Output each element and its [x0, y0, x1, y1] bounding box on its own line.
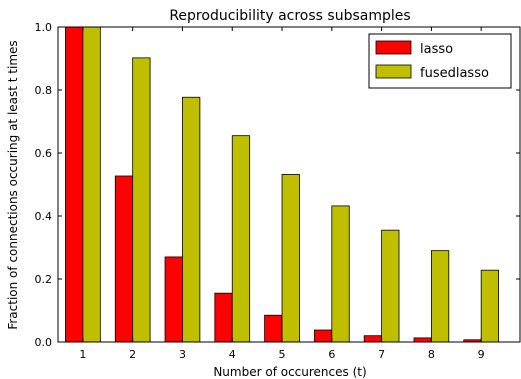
bar-lasso-6 — [313, 329, 333, 343]
bar-lasso-8 — [413, 337, 432, 343]
bar-fusedlasso-1 — [82, 26, 101, 343]
x-tick-label-4: 4 — [229, 348, 236, 361]
bar-fusedlasso-8 — [430, 250, 450, 343]
bar-fusedlasso-5 — [281, 174, 300, 343]
x-tick-label-9: 9 — [478, 348, 485, 361]
bar-fusedlasso-7 — [381, 229, 400, 343]
legend-swatch-lasso — [375, 40, 412, 55]
bar-fusedlasso-3 — [182, 96, 201, 343]
bar-fusedlasso-6 — [331, 205, 350, 343]
y-tick-label-1.0: 1.0 — [35, 21, 53, 34]
y-tick-label-0.6: 0.6 — [35, 147, 53, 160]
legend: lasso fusedlasso — [368, 33, 512, 89]
x-tick-label-7: 7 — [378, 348, 385, 361]
bar-lasso-7 — [363, 335, 383, 343]
bar-lasso-3 — [164, 256, 183, 343]
x-tick-label-2: 2 — [129, 348, 136, 361]
legend-label-fusedlasso: fusedlasso — [420, 66, 489, 81]
bar-lasso-5 — [264, 314, 283, 343]
plot-area: 0.0 0.2 0.4 0.6 0.8 1.0 1 2 3 4 5 6 7 8 9 lasso fusedlas… — [35, 21, 521, 361]
x-tick-label-8: 8 — [428, 348, 435, 361]
legend-swatch-fusedlasso — [375, 64, 412, 79]
bar-fusedlasso-9 — [480, 269, 499, 343]
x-tick-label-6: 6 — [328, 348, 335, 361]
x-axis-label: Number of occurences (t) — [213, 365, 366, 379]
y-tick-label-0.4: 0.4 — [35, 210, 53, 223]
legend-label-lasso: lasso — [420, 42, 453, 57]
y-tick-label-0.2: 0.2 — [35, 273, 53, 286]
bar-fusedlasso-4 — [231, 135, 251, 343]
plot-frame — [57, 26, 521, 343]
x-tick-label-1: 1 — [79, 348, 86, 361]
y-axis-label: Fraction of connections occuring at leas… — [6, 40, 20, 329]
x-tick-label-3: 3 — [179, 348, 186, 361]
bar-lasso-4 — [214, 292, 233, 343]
bar-lasso-2 — [114, 175, 134, 343]
bar-lasso-1 — [65, 26, 84, 343]
y-tick-label-0.0: 0.0 — [35, 336, 53, 349]
y-tick-label-0.8: 0.8 — [35, 84, 53, 97]
bar-fusedlasso-2 — [132, 57, 151, 343]
chart-title: Reproducibility across subsamples — [169, 8, 410, 24]
x-tick-label-5: 5 — [279, 348, 286, 361]
